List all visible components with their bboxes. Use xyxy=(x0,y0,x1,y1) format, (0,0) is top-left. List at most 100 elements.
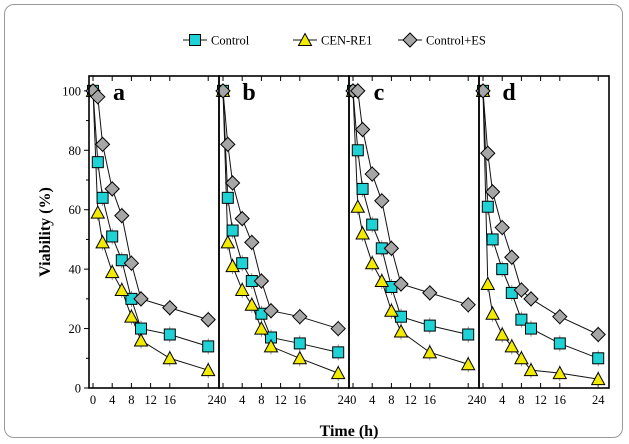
data-point-diamond xyxy=(393,276,409,292)
x-tick-label: 12 xyxy=(404,393,417,407)
data-point-diamond xyxy=(504,249,520,265)
data-point-triangle xyxy=(292,350,308,365)
x-tick-label: 4 xyxy=(239,393,246,407)
data-point-diamond xyxy=(350,83,366,99)
panel-label: b xyxy=(242,80,255,106)
panel-c: 240 4 8 12 16 c xyxy=(338,75,480,407)
x-tick-label: 16 xyxy=(554,393,567,407)
data-point-square xyxy=(332,346,345,359)
data-point-diamond xyxy=(263,303,279,319)
x-tick-label: 8 xyxy=(258,393,264,407)
data-point-triangle xyxy=(220,234,236,249)
data-point-diamond xyxy=(94,136,111,153)
data-point-triangle xyxy=(552,365,568,380)
data-point-triangle xyxy=(234,282,250,296)
series-line-control-es xyxy=(92,90,209,321)
x-tick-label: 12 xyxy=(274,393,287,407)
data-point-triangle xyxy=(244,297,260,311)
legend-label: Control xyxy=(211,34,250,48)
data-point-triangle xyxy=(90,205,106,219)
panel-b: 240 4 8 12 16 b xyxy=(208,75,350,407)
data-point-square xyxy=(366,218,379,231)
data-point-diamond xyxy=(220,136,236,153)
data-point-square xyxy=(481,200,494,213)
y-tick-label: 100 xyxy=(62,84,81,98)
data-point-diamond xyxy=(234,210,250,227)
data-point-triangle xyxy=(104,264,120,279)
data-point-diamond xyxy=(200,311,216,328)
data-point-diamond xyxy=(590,326,606,343)
data-point-diamond xyxy=(354,121,371,138)
data-point-triangle xyxy=(200,362,216,377)
data-point-square xyxy=(163,328,176,341)
data-point-triangle xyxy=(355,225,370,240)
data-point-square xyxy=(96,191,109,204)
data-point-square xyxy=(221,191,234,204)
data-point-diamond xyxy=(460,297,476,313)
data-point-square xyxy=(356,182,369,195)
x-tick-label: 4 xyxy=(109,393,116,407)
data-point-diamond xyxy=(552,308,568,325)
x-tick-label: 240 xyxy=(468,393,487,407)
y-tick-label: 20 xyxy=(69,322,82,336)
series-line-control xyxy=(352,90,469,336)
legend-marker-triangle xyxy=(297,32,313,46)
y-tick-label: 40 xyxy=(69,263,82,277)
data-point-triangle xyxy=(374,273,390,288)
series-line-control xyxy=(92,90,209,347)
x-tick-label: 240 xyxy=(338,393,357,407)
panel-label: c xyxy=(374,80,385,106)
data-point-triangle xyxy=(263,338,279,353)
data-point-triangle xyxy=(480,276,496,290)
legend-marker-square xyxy=(189,34,201,46)
x-tick-label: 0 xyxy=(90,393,96,407)
legend-label: Control+ES xyxy=(426,34,486,48)
data-point-triangle xyxy=(514,350,529,365)
data-point-triangle xyxy=(590,371,606,386)
data-point-square xyxy=(486,233,499,246)
data-point-triangle xyxy=(350,199,366,213)
series-line-control-es xyxy=(482,90,599,335)
panel-label: a xyxy=(113,80,125,106)
x-tick-label: 12 xyxy=(144,393,157,407)
data-point-square xyxy=(525,322,537,335)
data-point-triangle xyxy=(225,258,240,273)
data-point-square xyxy=(592,352,605,365)
x-tick-label: 240 xyxy=(208,393,227,407)
y-axis: 0 20 40 60 80 100 xyxy=(62,84,89,396)
data-point-square xyxy=(423,319,436,332)
data-point-square xyxy=(553,337,566,350)
legend-item-control-es: Control+ES xyxy=(398,32,486,48)
data-point-triangle xyxy=(124,309,139,323)
x-tick-label: 8 xyxy=(518,393,524,407)
figure-frame xyxy=(4,4,623,438)
y-tick-label: 0 xyxy=(75,382,81,396)
legend-marker-diamond xyxy=(402,32,418,48)
data-point-triangle xyxy=(95,234,110,249)
data-point-diamond xyxy=(292,308,308,325)
x-tick-label: 16 xyxy=(164,393,177,407)
data-point-diamond xyxy=(123,255,140,271)
x-axis-title: Time (h) xyxy=(320,423,379,440)
data-point-square xyxy=(202,340,215,353)
data-point-square xyxy=(226,224,239,237)
data-point-triangle xyxy=(504,338,520,353)
data-point-diamond xyxy=(523,291,539,307)
x-tick-label: 4 xyxy=(499,393,506,407)
data-point-square xyxy=(106,230,119,243)
data-point-diamond xyxy=(383,240,400,257)
data-point-diamond xyxy=(133,291,149,307)
data-point-triangle xyxy=(254,321,269,335)
data-point-square xyxy=(236,257,249,270)
data-point-square xyxy=(135,322,147,335)
data-point-diamond xyxy=(422,285,438,301)
data-point-diamond xyxy=(484,184,501,200)
data-point-diamond xyxy=(114,207,130,224)
data-point-triangle xyxy=(523,362,539,377)
data-point-diamond xyxy=(104,181,120,197)
panel-d: 240 4 8 12 16 24 d xyxy=(468,75,610,407)
panel-border xyxy=(478,75,610,389)
x-tick-label: 24 xyxy=(592,393,605,407)
data-point-triangle xyxy=(114,282,130,296)
series-line-cen-re1 xyxy=(222,90,339,374)
